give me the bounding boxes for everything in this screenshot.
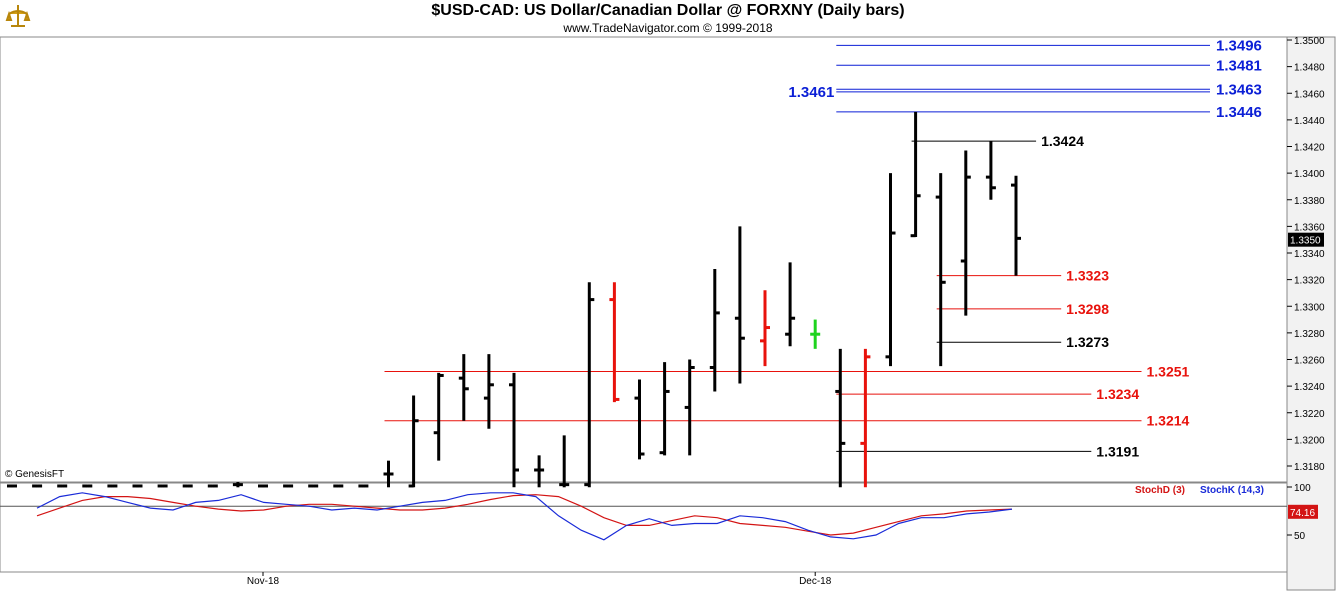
level-label: 1.3446 (1216, 104, 1262, 121)
ohlc-bar (609, 282, 620, 403)
last-price-box (1288, 232, 1324, 247)
ohlc-bar (910, 111, 921, 238)
last-price-label: 1.3350 (1290, 236, 1321, 247)
y-tick-label: 1.3280 (1294, 329, 1325, 340)
ohlc-bar (634, 379, 645, 460)
ohlc-bar (207, 484, 218, 488)
chart-header: $USD-CAD: US Dollar/Canadian Dollar @ FO… (0, 0, 1336, 37)
ohlc-bar (584, 282, 595, 488)
osc-tick-label: 100 (1294, 483, 1311, 494)
y-tick-label: 1.3240 (1294, 382, 1325, 393)
y-tick-label: 1.3500 (1294, 36, 1325, 47)
ohlc-bar (709, 268, 720, 392)
osc-tick-label: 50 (1294, 531, 1306, 542)
y-tick-label: 1.3340 (1294, 249, 1325, 260)
y-tick-label: 1.3260 (1294, 356, 1325, 367)
genesis-logo-icon (3, 2, 33, 37)
ohlc-bar (885, 173, 896, 367)
y-tick-label: 1.3420 (1294, 143, 1325, 154)
stoch-legend-label: StochK (14,3) (1200, 485, 1264, 496)
ohlc-bar (433, 372, 444, 461)
stoch-legend-label: StochD (3) (1135, 485, 1185, 496)
ohlc-bar (32, 484, 43, 488)
y-tick-label: 1.3400 (1294, 169, 1325, 180)
y-tick-label: 1.3480 (1294, 63, 1325, 74)
ohlc-bar (760, 290, 770, 367)
y-tick-label: 1.3180 (1294, 462, 1325, 473)
ohlc-bar (107, 484, 118, 488)
level-label: 1.3273 (1066, 334, 1109, 350)
chart-subtitle: www.TradeNavigator.com © 1999-2018 (563, 21, 773, 35)
ohlc-bar (1011, 175, 1021, 276)
ohlc-bar (985, 141, 996, 200)
y-tick-label: 1.3300 (1294, 302, 1325, 313)
y-tick-label: 1.3460 (1294, 89, 1325, 100)
level-label: 1.3481 (1216, 57, 1262, 74)
y-tick-label: 1.3320 (1294, 276, 1325, 287)
level-label: 1.3234 (1096, 386, 1139, 402)
level-label: 1.3191 (1096, 443, 1139, 459)
ohlc-bar (860, 348, 871, 488)
copyright-text: © GenesisFT (5, 469, 65, 480)
ohlc-bar (734, 226, 745, 384)
ohlc-bar (182, 484, 193, 488)
level-label: 1.3461 (788, 84, 834, 101)
ohlc-bar (82, 484, 93, 488)
ohlc-bar (7, 484, 17, 488)
ohlc-bar (960, 150, 971, 316)
ohlc-bar (509, 372, 519, 488)
ohlc-bar (383, 460, 394, 488)
ohlc-bar (232, 481, 243, 488)
level-label: 1.3251 (1147, 363, 1190, 379)
level-label: 1.3214 (1147, 413, 1190, 429)
oscillator-pane (0, 482, 1288, 573)
ohlc-bar (258, 484, 268, 488)
level-label: 1.3463 (1216, 81, 1262, 98)
level-label: 1.3298 (1066, 301, 1109, 317)
ohlc-bar (458, 354, 469, 421)
level-label: 1.3323 (1066, 268, 1109, 284)
ohlc-bar (835, 348, 846, 488)
x-tick-label: Dec-18 (799, 576, 832, 587)
ohlc-bar (810, 319, 821, 349)
ohlc-bar (57, 484, 68, 488)
y-tick-label: 1.3440 (1294, 116, 1325, 127)
x-tick-label: Nov-18 (247, 576, 280, 587)
osc-last-value-label: 74.16 (1290, 508, 1315, 519)
y-tick-label: 1.3380 (1294, 196, 1325, 207)
stoch-series-line (36, 492, 1013, 541)
ohlc-bar (333, 484, 344, 488)
ohlc-bar (132, 484, 143, 488)
y-tick-label: 1.3360 (1294, 222, 1325, 233)
ohlc-bar (308, 484, 319, 488)
level-label: 1.3424 (1041, 133, 1084, 149)
ohlc-bar (157, 484, 168, 488)
ohlc-bar (659, 362, 670, 456)
y-tick-label: 1.3220 (1294, 409, 1325, 420)
ohlc-bar (358, 484, 369, 488)
ohlc-bar (935, 173, 946, 367)
y-tick-label: 1.3200 (1294, 435, 1325, 446)
price-pane (0, 36, 1288, 483)
ohlc-bar (283, 484, 294, 488)
ohlc-bar (483, 354, 494, 429)
osc-last-value-box (1288, 504, 1318, 519)
ohlc-bar (785, 262, 796, 347)
level-label: 1.3496 (1216, 37, 1262, 54)
ohlc-bar (684, 359, 695, 456)
chart-title: $USD-CAD: US Dollar/Canadian Dollar @ FO… (431, 2, 905, 19)
ohlc-bar (408, 395, 419, 488)
ohlc-bar (534, 455, 545, 488)
ohlc-bar (559, 435, 570, 488)
price-axis-panel (1286, 36, 1336, 591)
